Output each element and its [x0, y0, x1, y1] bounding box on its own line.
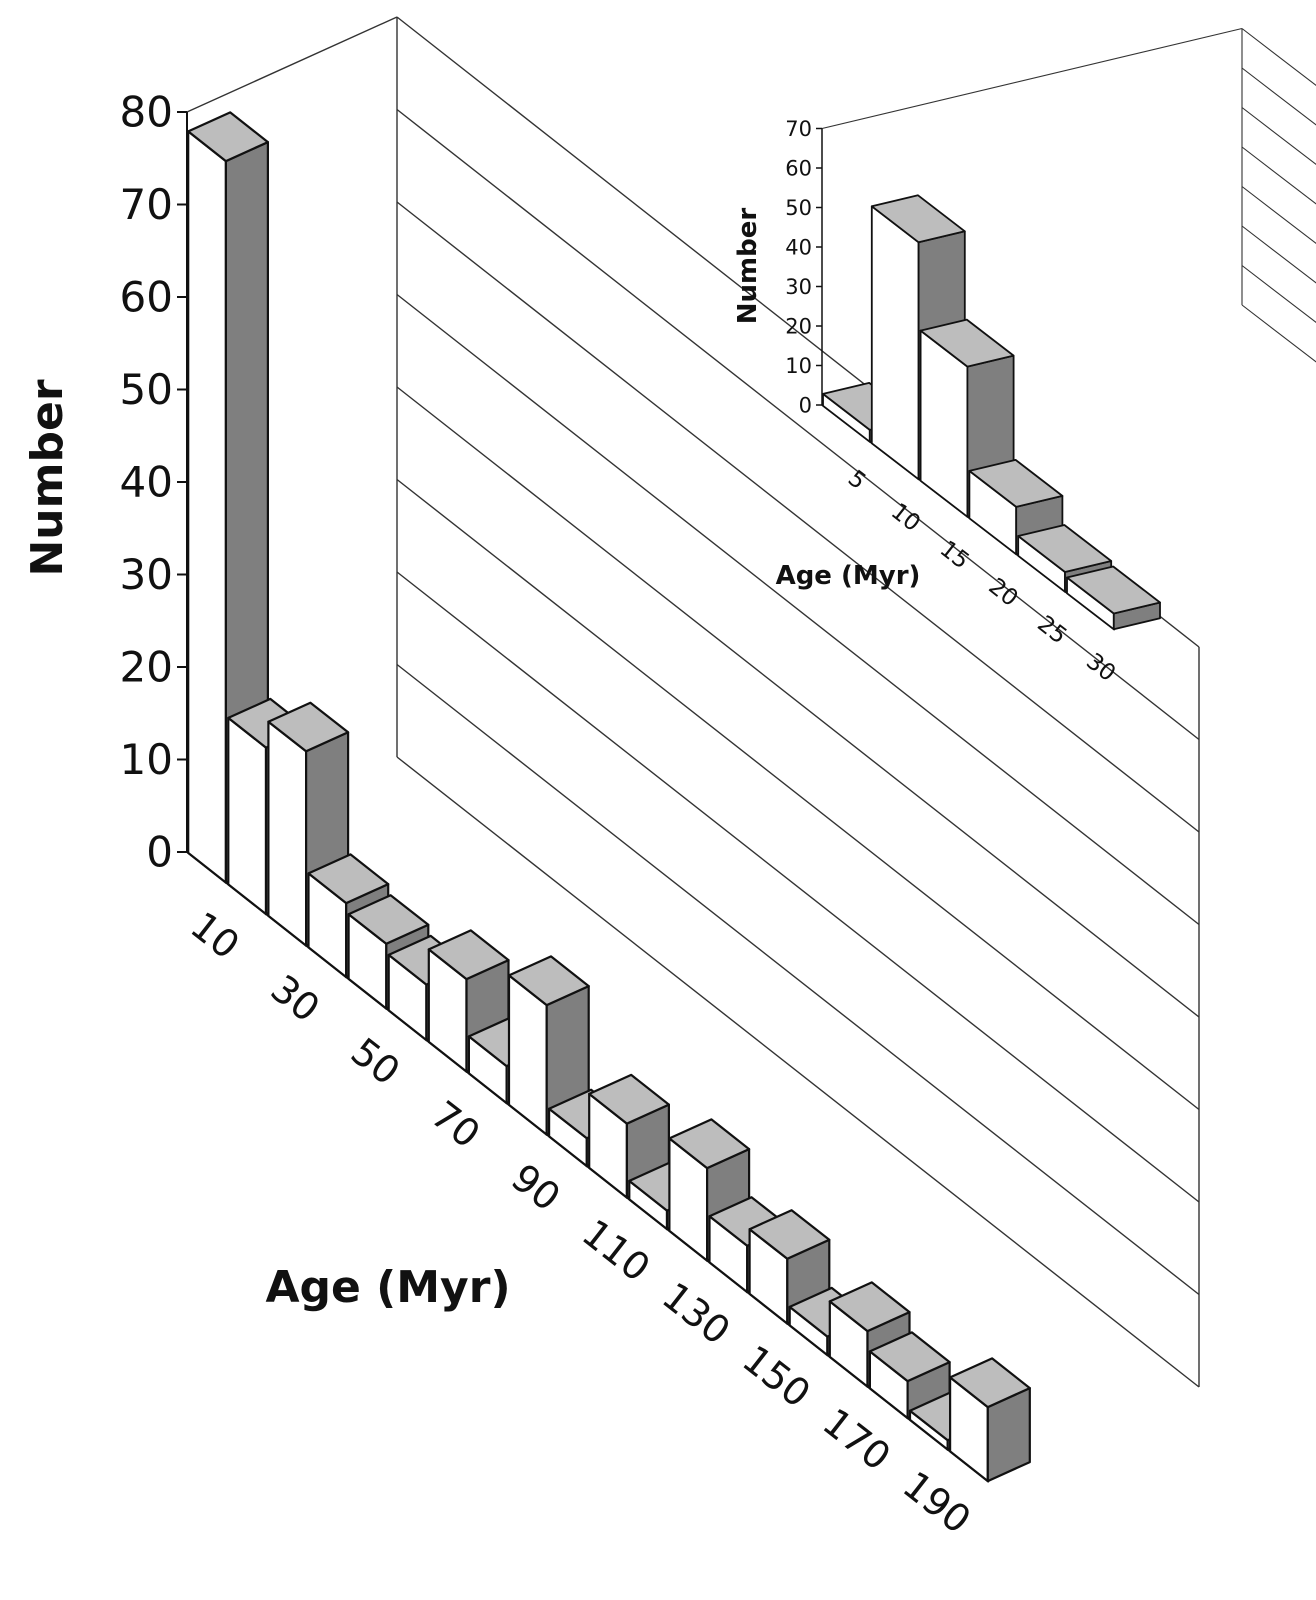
- inset-y-axis-title: Number: [733, 208, 763, 325]
- main-x-axis-line: [186, 851, 990, 1483]
- inset-gridline: [1241, 67, 1316, 126]
- main-x-axis-title: Age (Myr): [265, 1262, 510, 1313]
- main-y-axis-title: Number: [22, 379, 73, 576]
- main-y-tick-label: 20: [120, 643, 173, 692]
- inset-gridline: [1241, 107, 1316, 166]
- main-gridline: [396, 663, 1200, 1296]
- main-x-tick-label: 50: [343, 1029, 408, 1093]
- inset-y-tick-label: 20: [785, 314, 812, 338]
- inset-y-tick-label: 70: [785, 117, 812, 141]
- inset-bar-front: [870, 205, 920, 481]
- inset-x-tick-label: 5: [843, 465, 871, 495]
- main-x-tick-label: 70: [423, 1092, 488, 1156]
- main-x-tick-label: 170: [815, 1400, 899, 1479]
- inset-gridline: [1241, 225, 1316, 284]
- main-bar-top: [588, 1073, 671, 1125]
- inset-x-tick-label: 30: [1081, 648, 1120, 687]
- main-grid: [186, 16, 1200, 1388]
- main-bar-top: [748, 1209, 831, 1260]
- inset-y-tick-label: 40: [785, 235, 812, 259]
- inset-wall-edge: [821, 27, 1243, 130]
- main-bar-top: [668, 1118, 751, 1170]
- main-bar-top: [507, 955, 590, 1007]
- inset-gridline: [1241, 28, 1316, 87]
- inset-x-tick-label: 15: [935, 536, 974, 575]
- inset-y-tick-label: 60: [785, 156, 812, 180]
- main-bar-top: [427, 929, 510, 981]
- main-gridline: [396, 293, 1200, 926]
- main-bar-top: [187, 111, 269, 163]
- main-x-tick-label: 30: [263, 966, 328, 1030]
- main-gridline: [396, 201, 1200, 833]
- main-gridline: [396, 756, 1200, 1388]
- inset-bar-top: [919, 318, 1015, 368]
- inset-y-ticks: 0 10 20 30 40 50 60 70: [785, 117, 822, 417]
- inset-bar-top: [968, 458, 1064, 508]
- main-bar: [868, 1331, 951, 1420]
- main-gridline: [396, 571, 1200, 1203]
- main-bar-top: [868, 1331, 951, 1383]
- main-bar-front: [267, 720, 308, 947]
- inset-gridline: [1241, 146, 1316, 205]
- inset-bar: [1066, 565, 1161, 631]
- main-y-tick-label: 10: [120, 735, 173, 784]
- main-x-tick-label: 10: [182, 903, 247, 967]
- inset-x-tick-label: 10: [886, 498, 925, 537]
- main-bar-top: [948, 1357, 1031, 1409]
- inset-y-tick-label: 30: [785, 275, 812, 299]
- inset-bar-top: [1066, 565, 1161, 615]
- inset-bar-top: [870, 194, 966, 244]
- main-bar-top: [828, 1281, 911, 1333]
- main-bars: [187, 111, 1031, 1483]
- main-x-tick-label: 110: [574, 1211, 658, 1290]
- inset-x-tick-label: 20: [984, 573, 1023, 612]
- main-y-tick-label: 30: [120, 550, 173, 599]
- main-gridline: [396, 108, 1200, 741]
- inset-gridline: [1241, 265, 1316, 324]
- main-x-tick-label: 190: [895, 1463, 979, 1542]
- main-gridline: [396, 386, 1200, 1018]
- main-y-tick-label: 50: [120, 365, 173, 414]
- main-bar-top: [307, 853, 390, 905]
- main-x-tick-label: 150: [734, 1337, 818, 1416]
- inset-x-axis-line: [821, 404, 1116, 631]
- main-bar-top: [347, 894, 430, 945]
- inset-axes: [821, 128, 1116, 631]
- main-bar: [187, 111, 269, 884]
- inset-grid: [821, 27, 1316, 363]
- main-y-tick-label: 60: [120, 273, 173, 322]
- main-bar: [948, 1357, 1031, 1483]
- main-y-tick-label: 80: [120, 88, 173, 137]
- main-y-tick-label: 40: [120, 458, 173, 507]
- inset-bar-top: [1017, 524, 1113, 573]
- main-y-ticks: 0 10 20 30 40 50 60 70 80: [120, 88, 187, 877]
- inset-gridline: [1241, 186, 1316, 245]
- inset-x-tick-label: 25: [1032, 611, 1071, 650]
- inset-y-tick-label: 0: [799, 393, 812, 417]
- inset-bars: [822, 194, 1161, 631]
- main-bar-front: [187, 130, 227, 884]
- main-gridline: [396, 478, 1200, 1111]
- inset-gridline: [1241, 304, 1316, 363]
- main-x-tick-label: 90: [503, 1155, 568, 1219]
- inset-y-tick-label: 50: [785, 196, 812, 220]
- main-bar-top: [267, 701, 350, 753]
- main-x-tick-label: 130: [654, 1274, 738, 1353]
- main-bar-front: [227, 716, 268, 916]
- main-y-tick-label: 70: [120, 180, 173, 229]
- inset-x-axis-title: Age (Myr): [776, 561, 921, 591]
- main-y-tick-label: 0: [146, 828, 173, 877]
- main-wall-edge: [186, 16, 398, 113]
- inset-y-tick-label: 10: [785, 354, 812, 378]
